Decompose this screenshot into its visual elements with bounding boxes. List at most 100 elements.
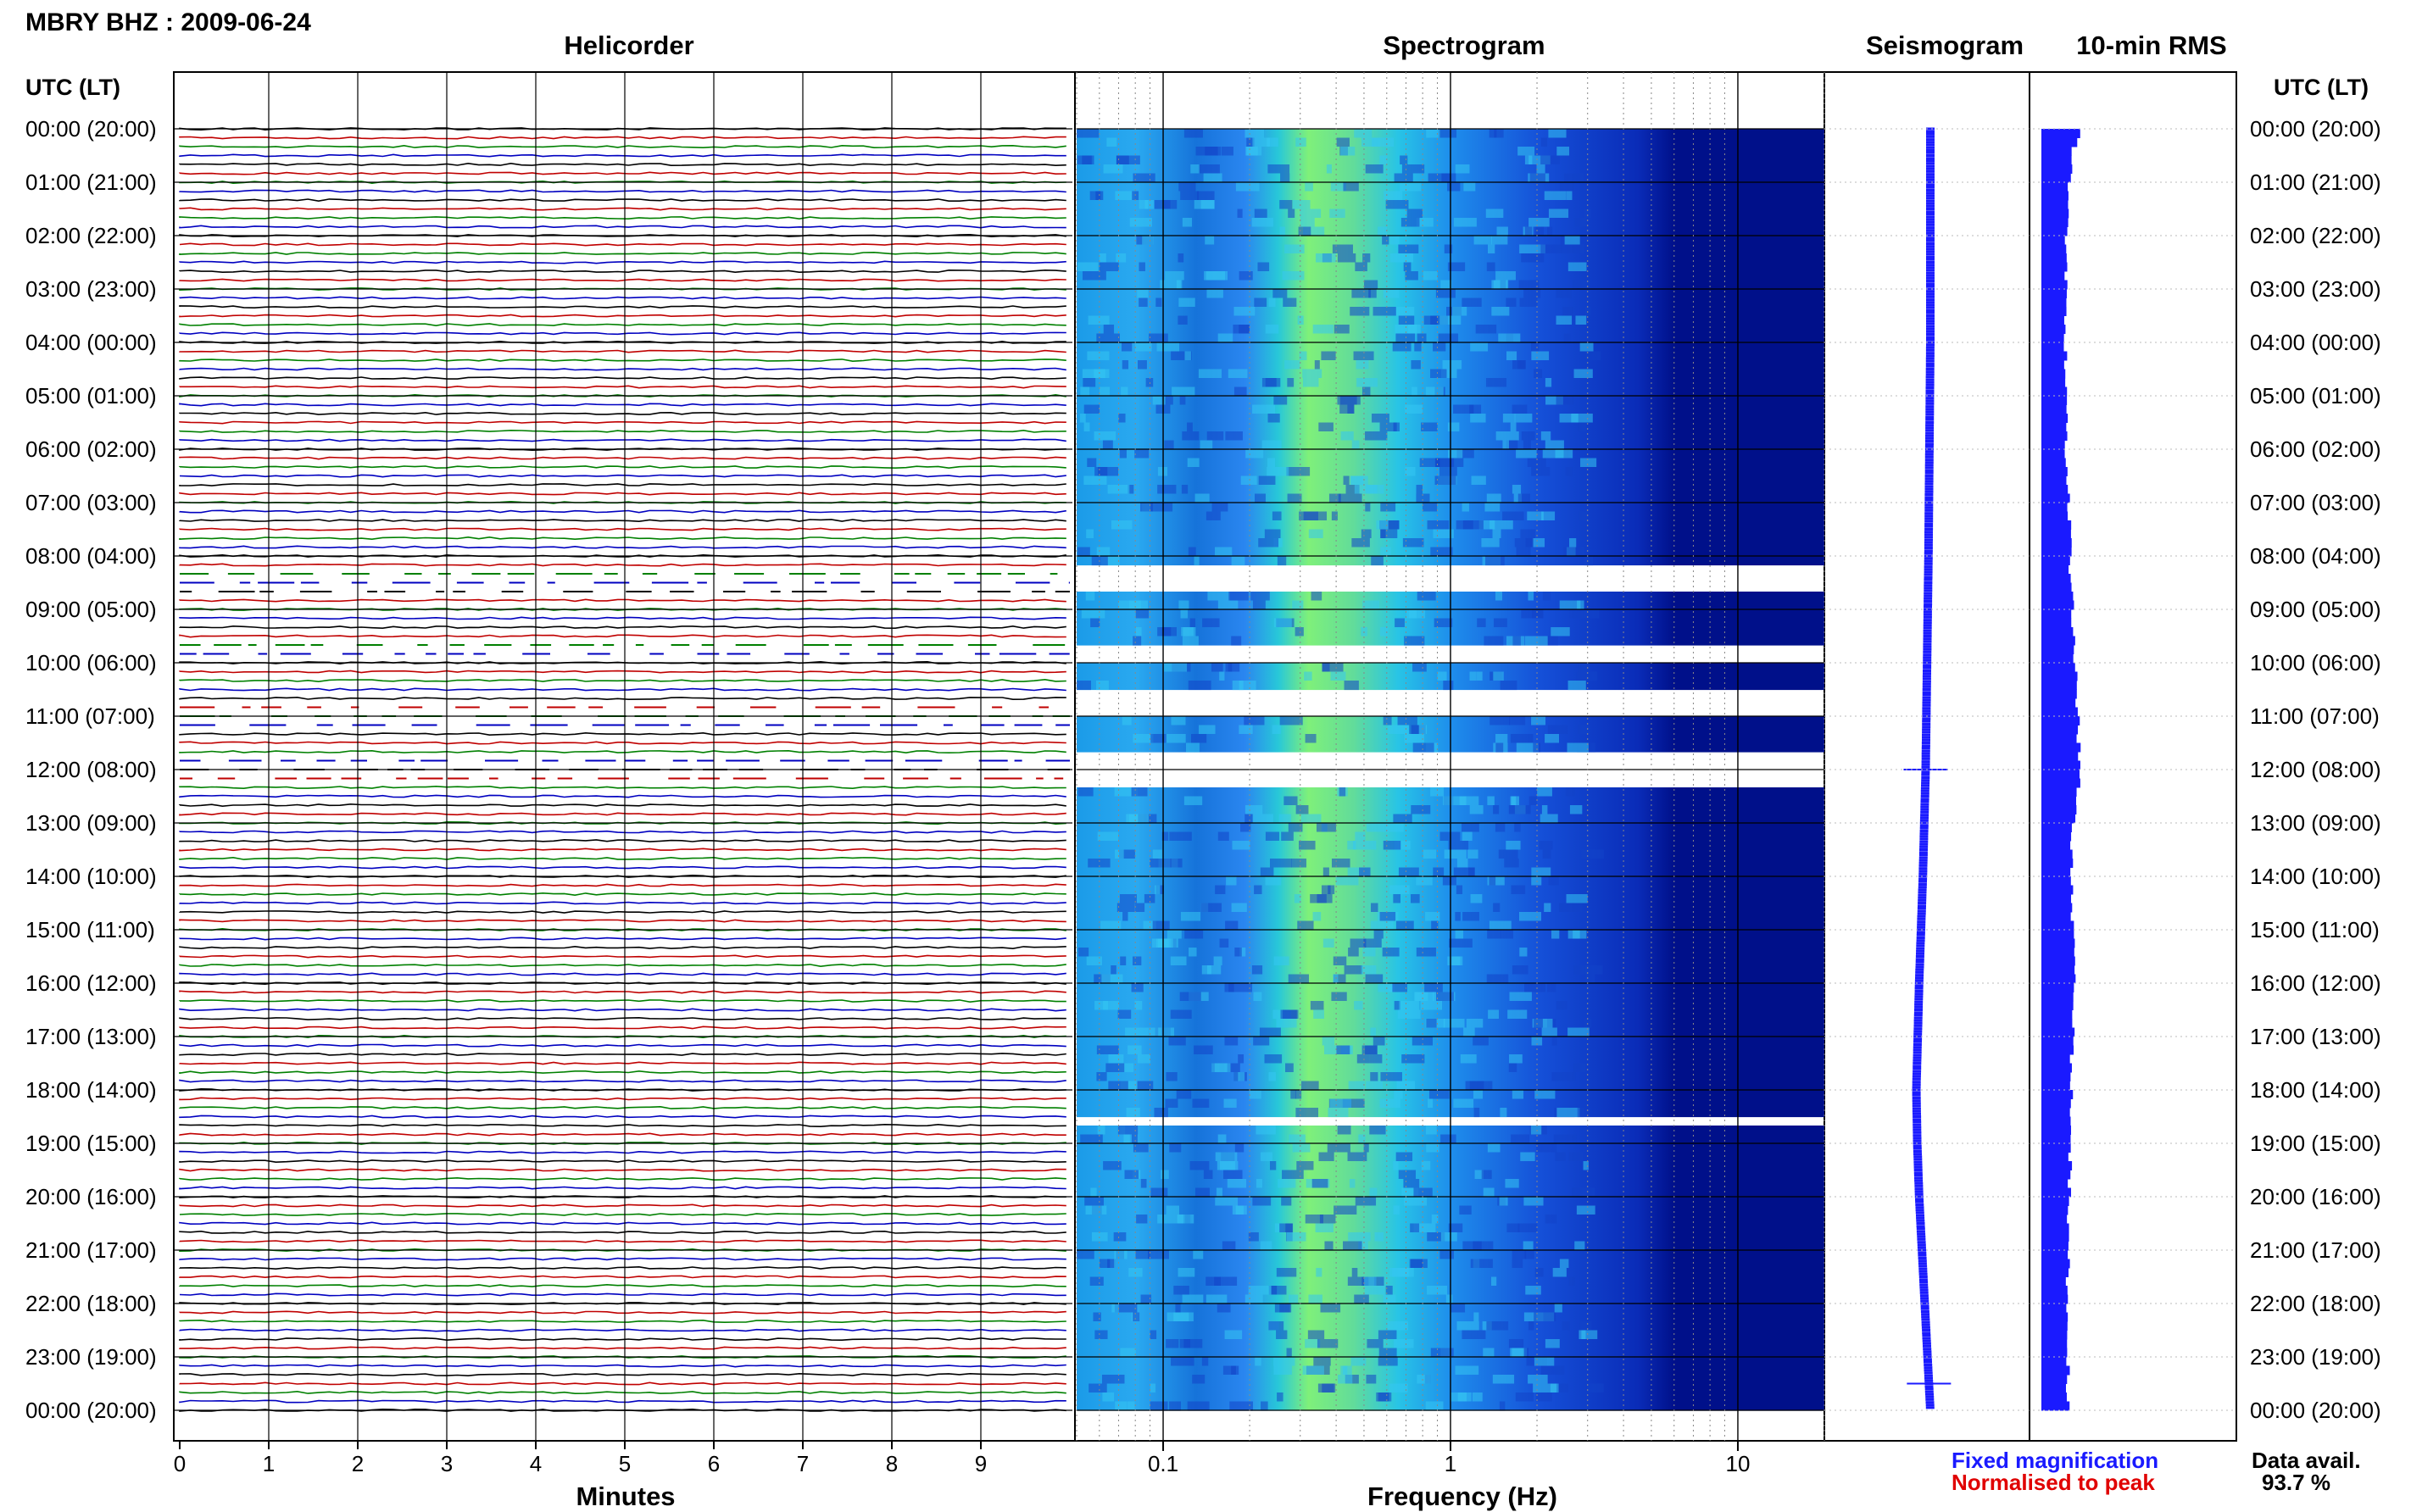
spectrogram-speckle	[1536, 164, 1545, 175]
spectrogram-speckle	[1502, 414, 1516, 424]
spectrogram-speckle	[1133, 636, 1142, 646]
spectrogram-speckle	[1177, 1215, 1194, 1225]
spectrogram-speckle	[1365, 164, 1384, 175]
spectrogram-speckle	[1276, 1268, 1297, 1278]
helicorder-trace	[179, 812, 1066, 816]
rms-bar	[2041, 1063, 2072, 1073]
spectrogram-speckle	[1542, 1019, 1553, 1029]
spectrogram-speckle	[1431, 1215, 1439, 1225]
spectrogram-speckle	[1539, 636, 1558, 646]
spectrogram-speckle	[1347, 841, 1356, 851]
helicorder-trace	[179, 216, 1066, 220]
spectrogram-speckle	[1433, 342, 1446, 353]
spectrogram-speckle	[1265, 876, 1282, 887]
spectrogram-speckle	[1279, 226, 1285, 236]
spectrogram-speckle	[1347, 404, 1355, 414]
rms-bar	[2041, 422, 2067, 432]
spectrogram-speckle	[1502, 511, 1524, 521]
spectrogram-speckle	[1463, 1027, 1475, 1037]
helicorder-trace	[179, 136, 1066, 140]
spectrogram-speckle	[1553, 1134, 1577, 1144]
spectrogram-speckle	[1211, 503, 1228, 513]
helicorder-trace	[179, 527, 1066, 531]
rms-bar	[2041, 369, 2066, 379]
spectrogram-speckle	[1272, 511, 1282, 521]
spectrogram-speckle	[1355, 1197, 1377, 1207]
helicorder-trace	[179, 901, 1066, 905]
rms-bar	[2041, 1232, 2069, 1242]
spectrogram-speckle	[1389, 236, 1400, 246]
spectrogram-speckle	[1573, 369, 1593, 379]
spectrogram-speckle	[1453, 1098, 1474, 1109]
frequency-axis-title: Frequency (Hz)	[1367, 1481, 1557, 1511]
spectrogram-speckle	[1463, 182, 1476, 192]
helicorder-trace	[179, 314, 1066, 318]
spectrogram-speckle	[1544, 903, 1551, 913]
spectrogram-speckle	[1416, 218, 1434, 228]
spectrogram-speckle	[1248, 1286, 1261, 1296]
helicorder-trace	[179, 1026, 1066, 1030]
spectrogram-speckle	[1380, 547, 1391, 557]
helicorder-trace	[179, 910, 1066, 914]
spectrogram-speckle	[1521, 253, 1545, 264]
spectrogram-speckle	[1310, 894, 1333, 904]
spectrogram-speckle	[1268, 297, 1276, 308]
spectrogram-speckle	[1102, 1392, 1115, 1403]
helicorder-trace	[179, 242, 1066, 247]
spectrogram-speckle	[1169, 1143, 1182, 1153]
spectrogram-speckle	[1107, 1259, 1115, 1269]
spectrogram-speckle	[1108, 1054, 1124, 1065]
spectrogram-speckle	[1284, 360, 1300, 370]
spectrogram-speckle	[1227, 1179, 1247, 1189]
spectrogram-speckle	[1409, 1259, 1423, 1269]
spectrogram-speckle	[1264, 1054, 1283, 1065]
spectrogram-speckle	[1324, 1045, 1337, 1055]
time-label-right: 22:00 (18:00)	[2250, 1291, 2381, 1316]
spectrogram-speckle	[1344, 681, 1359, 691]
spectrogram-speckle	[1477, 618, 1486, 628]
spectrogram-speckle	[1139, 200, 1149, 210]
frequency-tick-label: 10	[1726, 1451, 1751, 1476]
helicorder-trace	[179, 1381, 1066, 1386]
rms-bar	[2041, 1339, 2068, 1348]
spectrogram-speckle	[1222, 1241, 1236, 1251]
spectrogram-speckle	[1282, 1170, 1304, 1180]
spectrogram-speckle	[1298, 226, 1311, 236]
spectrogram-speckle	[1288, 823, 1303, 833]
spectrogram-speckle	[1496, 226, 1508, 236]
spectrogram-speckle	[1456, 1321, 1479, 1331]
spectrogram-speckle	[1417, 1375, 1431, 1385]
spectrogram-speckle	[1334, 1205, 1357, 1215]
spectrogram-speckle	[1400, 155, 1408, 165]
spectrogram-speckle	[1487, 244, 1495, 254]
helicorder-trace	[179, 385, 1066, 389]
helicorder-trace	[179, 251, 1066, 255]
spectrogram-speckle	[1150, 734, 1167, 744]
rms-bar	[2041, 218, 2069, 227]
rms-bar	[2041, 1330, 2068, 1340]
spectrogram-speckle	[1576, 671, 1598, 681]
helicorder-trace	[179, 696, 1066, 701]
spectrogram-speckle	[1361, 965, 1377, 976]
spectrogram-speckle	[1524, 226, 1533, 236]
spectrogram-speckle	[1355, 831, 1366, 842]
rms-bar	[2041, 653, 2074, 664]
rms-bar	[2041, 467, 2068, 476]
spectrogram-speckle	[1403, 262, 1412, 272]
spectrogram-speckle	[1302, 1365, 1324, 1376]
spectrogram-speckle	[1279, 1304, 1290, 1314]
rms-bar	[2041, 226, 2068, 236]
helicorder-trace	[179, 1292, 1066, 1297]
spectrogram-speckle	[1427, 1232, 1445, 1242]
spectrogram-speckle	[1487, 930, 1501, 940]
spectrogram-speckle	[1170, 859, 1183, 869]
spectrogram-speckle	[1552, 1268, 1567, 1278]
spectrogram-speckle	[1534, 369, 1543, 379]
spectrogram-speckle	[1348, 1081, 1365, 1091]
helicorder-trace	[179, 1337, 1066, 1342]
spectrogram-speckle	[1161, 627, 1172, 637]
rms-bar	[2041, 538, 2072, 548]
seismogram-title: Seismogram	[1865, 31, 2024, 60]
spectrogram-speckle	[1567, 1027, 1590, 1037]
spectrogram-speckle	[1252, 404, 1276, 414]
